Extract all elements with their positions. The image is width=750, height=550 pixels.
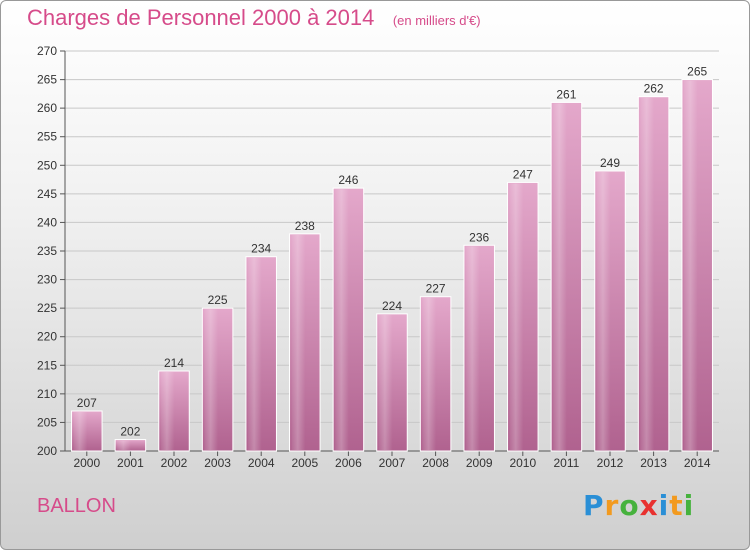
value-label: 224 xyxy=(382,299,402,313)
chart-title: Charges de Personnel 2000 à 2014 xyxy=(27,5,375,30)
logo-letter: r xyxy=(604,489,620,522)
bar-highlight xyxy=(247,257,262,450)
bars xyxy=(71,79,713,452)
bar-highlight xyxy=(683,80,698,451)
value-label: 261 xyxy=(556,87,576,101)
bar-highlight xyxy=(465,246,480,450)
y-tick-label: 255 xyxy=(37,130,57,144)
bar-highlight xyxy=(117,440,131,450)
y-tick-label: 240 xyxy=(37,215,57,229)
y-tick-label: 230 xyxy=(37,273,57,287)
value-label: 246 xyxy=(338,173,358,187)
y-tick-label: 205 xyxy=(37,415,57,429)
value-label: 238 xyxy=(295,219,315,233)
x-tick-label: 2012 xyxy=(597,456,624,470)
bar-highlight xyxy=(553,103,567,450)
x-tick-label: 2004 xyxy=(248,456,275,470)
value-label: 249 xyxy=(600,156,620,170)
x-tick-label: 2003 xyxy=(204,456,231,470)
y-tick-label: 265 xyxy=(37,73,57,87)
chart-subtitle: (en milliers d'€) xyxy=(392,13,481,28)
logo-letter: i xyxy=(683,489,695,522)
x-tick-label: 2005 xyxy=(291,456,318,470)
value-label: 262 xyxy=(644,82,664,96)
bar-highlight xyxy=(160,372,175,450)
x-tick-label: 2011 xyxy=(553,456,579,470)
bar-highlight xyxy=(422,297,437,450)
logo-letter: t xyxy=(669,489,684,522)
logo-letter: o xyxy=(619,489,640,522)
value-label: 247 xyxy=(513,167,533,181)
y-tick-label: 260 xyxy=(37,101,57,115)
value-label: 227 xyxy=(426,282,446,296)
bar-highlight xyxy=(335,189,349,450)
y-tick-label: 225 xyxy=(37,301,57,315)
y-tick-label: 210 xyxy=(37,387,57,401)
commune-name: BALLON xyxy=(37,495,116,517)
x-tick-label: 2014 xyxy=(684,456,711,470)
bar-highlight xyxy=(73,412,88,450)
y-tick-label: 250 xyxy=(37,158,57,172)
x-tick-label: 2008 xyxy=(422,456,449,470)
value-label: 265 xyxy=(687,65,707,79)
x-tick-label: 2002 xyxy=(161,456,188,470)
y-tick-label: 245 xyxy=(37,187,57,201)
x-tick-label: 2013 xyxy=(640,456,667,470)
x-tick-label: 2007 xyxy=(379,456,406,470)
y-tick-label: 215 xyxy=(37,358,57,372)
bar-highlight xyxy=(291,234,306,450)
value-label: 214 xyxy=(164,356,184,370)
bar-highlight xyxy=(596,172,611,450)
logo-letter: i xyxy=(658,489,670,522)
y-tick-label: 200 xyxy=(37,444,57,458)
bar-highlight xyxy=(509,183,524,450)
bar-highlight xyxy=(378,314,393,450)
value-label: 225 xyxy=(208,293,228,307)
bar-highlight xyxy=(204,309,219,450)
title-block: Charges de Personnel 2000 à 2014 (en mil… xyxy=(27,5,481,31)
y-tick-label: 235 xyxy=(37,244,57,258)
x-tick-label: 2001 xyxy=(117,456,144,470)
value-label: 234 xyxy=(251,242,271,256)
logo-letter: P xyxy=(583,489,605,522)
value-label: 202 xyxy=(120,425,140,439)
x-tick-label: 2000 xyxy=(73,456,100,470)
logo-letter: x xyxy=(639,489,659,522)
x-tick-label: 2010 xyxy=(509,456,536,470)
y-tick-label: 220 xyxy=(37,330,57,344)
value-label: 236 xyxy=(469,230,489,244)
labels: 200 205 210 215 220 225 230 235 240 245 250 255 260 2… xyxy=(37,44,711,470)
y-tick-label: 270 xyxy=(37,44,57,58)
proxiti-logo: Proxiti xyxy=(583,489,694,522)
x-tick-label: 2006 xyxy=(335,456,362,470)
bar-highlight xyxy=(640,97,655,450)
x-tick-label: 2009 xyxy=(466,456,493,470)
value-label: 207 xyxy=(77,396,97,410)
